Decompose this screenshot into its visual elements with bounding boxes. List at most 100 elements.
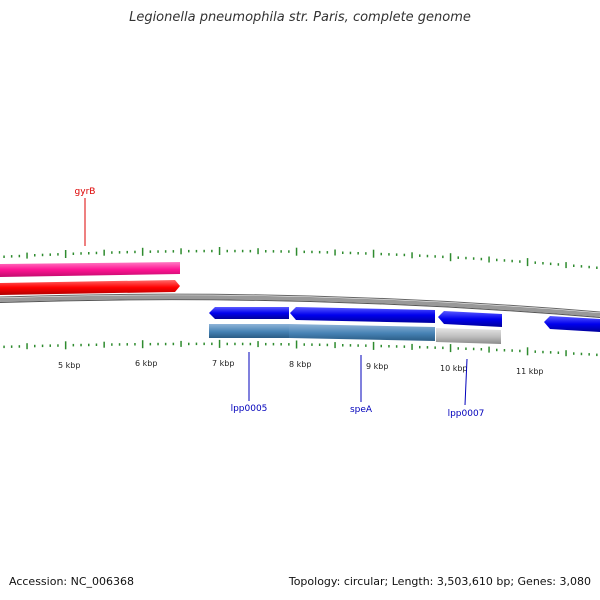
scale-tick	[280, 343, 282, 346]
scale-tick	[334, 342, 336, 349]
scale-tick	[365, 252, 367, 255]
scale-tick	[434, 255, 436, 258]
scale-tick	[111, 343, 113, 346]
scale-tick	[526, 258, 529, 267]
lpp0007-pseudo-feature[interactable]	[436, 328, 501, 344]
scale-tick	[349, 251, 352, 255]
scale-label-5kbp: 5 kbp	[58, 361, 80, 370]
outer-tick-ring	[3, 247, 598, 269]
scale-tick	[342, 251, 344, 254]
scale-tick	[565, 262, 567, 269]
scale-tick	[95, 251, 98, 255]
scale-tick	[118, 343, 121, 346]
scale-tick	[3, 345, 5, 349]
scale-tick	[164, 250, 167, 253]
gyrB-label[interactable]: gyrB	[75, 187, 96, 197]
scale-tick	[288, 250, 290, 253]
scale-tick	[180, 248, 182, 255]
scale-tick	[480, 257, 483, 261]
scale-tick	[234, 249, 236, 253]
scale-tick	[234, 342, 236, 346]
scale-tick	[272, 342, 275, 346]
scale-tick	[95, 343, 98, 346]
scale-tick	[57, 344, 59, 347]
scale-tick	[519, 260, 521, 263]
scale-tick	[126, 250, 128, 254]
scale-tick	[372, 341, 375, 350]
scale-tick	[72, 343, 75, 347]
scale-tick	[241, 249, 244, 253]
scale-tick	[203, 342, 205, 346]
scale-tick	[357, 252, 359, 255]
gyrB-gene-feature[interactable]	[0, 262, 180, 277]
scale-tick	[365, 344, 367, 347]
scale-tick	[565, 350, 567, 357]
scale-tick	[103, 249, 105, 256]
backbone-inner	[0, 299, 600, 318]
scale-tick	[357, 344, 359, 347]
scale-tick	[3, 255, 5, 258]
scale-tick	[526, 347, 529, 356]
scale-tick	[249, 342, 252, 346]
scale-tick	[588, 265, 590, 269]
lpp0007-gene-feature[interactable]	[438, 311, 502, 327]
scale-tick	[280, 250, 282, 253]
scale-label-8kbp: 8 kbp	[289, 360, 311, 369]
scale-tick	[218, 339, 221, 348]
scale-tick	[226, 342, 228, 346]
scale-tick	[488, 256, 490, 263]
lpp0005-label[interactable]: lpp0005	[231, 404, 268, 414]
scale-tick	[26, 252, 28, 259]
speA-gene-feature[interactable]	[290, 307, 435, 323]
scale-tick	[472, 257, 475, 260]
scale-tick	[34, 344, 36, 348]
scale-tick	[188, 342, 190, 346]
lpp0007-label[interactable]: lpp0007	[448, 409, 485, 419]
scale-tick	[465, 256, 467, 260]
scale-tick	[449, 344, 452, 353]
scale-tick	[249, 249, 252, 253]
scale-tick	[311, 250, 313, 254]
scale-tick	[488, 346, 490, 353]
scale-tick	[149, 342, 152, 346]
accession-text: Accession: NC_006368	[9, 575, 135, 588]
lpp0005-cds-feature[interactable]	[209, 324, 289, 338]
scale-tick	[41, 253, 44, 257]
scale-tick	[496, 348, 498, 352]
scale-tick	[580, 352, 583, 356]
speA-cds-feature[interactable]	[289, 324, 435, 341]
genome-summary-text: Topology: circular; Length: 3,503,610 bp…	[288, 575, 591, 588]
scale-tick	[588, 353, 590, 356]
scale-tick	[295, 247, 298, 256]
scale-tick	[449, 253, 452, 262]
scale-tick	[88, 343, 90, 347]
scale-tick	[257, 341, 259, 348]
scale-tick	[349, 344, 352, 347]
lpp0005-gene-feature[interactable]	[209, 307, 289, 319]
scale-tick	[226, 249, 228, 253]
scale-tick	[118, 251, 121, 254]
scale-tick	[80, 343, 82, 347]
scale-tick	[419, 254, 421, 257]
scale-tick	[80, 252, 82, 255]
scale-tick	[372, 249, 375, 258]
scale-tick	[426, 254, 429, 258]
speA-label[interactable]: speA	[350, 405, 373, 415]
scale-tick	[126, 343, 128, 346]
scale-tick	[511, 259, 513, 263]
scale-tick	[503, 259, 506, 262]
scale-tick	[380, 252, 382, 256]
scale-label-9kbp: 9 kbp	[366, 362, 388, 371]
scale-tick	[149, 250, 152, 253]
scale-tick	[457, 256, 459, 259]
scale-tick	[519, 349, 521, 353]
gyrB-cds-feature[interactable]	[0, 280, 180, 295]
scale-tick	[34, 254, 36, 257]
scale-tick	[295, 340, 298, 349]
scale-tick	[442, 346, 444, 350]
next-gene-feature[interactable]	[544, 316, 600, 332]
scale-tick	[203, 249, 205, 253]
scale-tick	[557, 263, 560, 266]
scale-tick	[557, 351, 560, 354]
